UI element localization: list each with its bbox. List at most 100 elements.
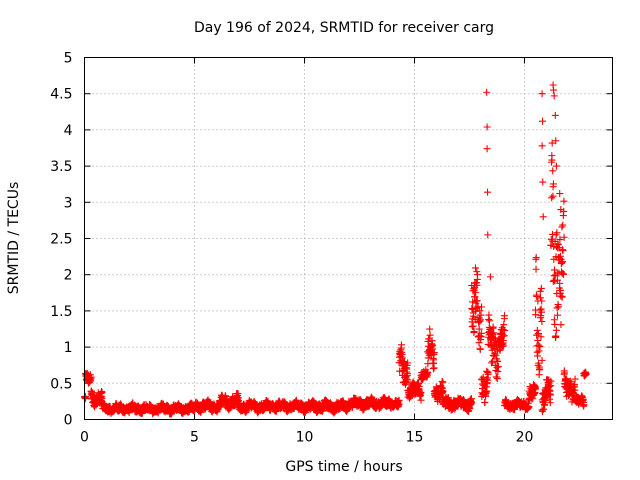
data-point bbox=[395, 396, 403, 404]
data-point bbox=[494, 363, 502, 371]
data-point bbox=[468, 399, 476, 407]
data-point bbox=[571, 386, 579, 394]
data-point bbox=[533, 292, 541, 300]
data-point bbox=[538, 308, 546, 316]
data-point bbox=[501, 312, 508, 320]
data-point bbox=[404, 359, 412, 367]
data-point bbox=[556, 236, 564, 244]
data-point bbox=[551, 111, 559, 119]
x-tick-label: 10 bbox=[296, 430, 314, 446]
data-point bbox=[549, 180, 557, 188]
data-point bbox=[424, 369, 432, 377]
data-point bbox=[540, 405, 548, 413]
data-point bbox=[559, 247, 567, 255]
data-point bbox=[430, 364, 438, 372]
data-point bbox=[98, 388, 106, 396]
data-point bbox=[484, 370, 492, 378]
data-point bbox=[549, 192, 557, 200]
data-point bbox=[539, 117, 547, 125]
data-point bbox=[556, 190, 564, 198]
data-point bbox=[534, 336, 542, 344]
data-point bbox=[551, 320, 559, 328]
data-point bbox=[550, 92, 558, 100]
data-point bbox=[552, 326, 560, 334]
data-point bbox=[483, 88, 491, 96]
data-point bbox=[439, 378, 447, 386]
data-point bbox=[559, 258, 567, 266]
data-point bbox=[534, 352, 542, 360]
data-point bbox=[560, 197, 568, 205]
data-point bbox=[477, 329, 485, 337]
data-point bbox=[537, 284, 545, 292]
data-point bbox=[533, 326, 541, 334]
data-point bbox=[538, 90, 546, 98]
plot-frame bbox=[84, 57, 613, 420]
y-tick-label: 1.5 bbox=[50, 304, 72, 320]
data-point bbox=[550, 272, 558, 280]
data-point bbox=[550, 86, 558, 94]
data-point bbox=[485, 317, 493, 325]
data-point bbox=[425, 335, 433, 343]
data-point bbox=[477, 311, 485, 319]
data-point bbox=[547, 235, 555, 243]
data-point bbox=[553, 304, 561, 312]
x-tick-label: 5 bbox=[190, 430, 199, 446]
data-point bbox=[553, 229, 561, 237]
data-point bbox=[473, 297, 481, 305]
data-point bbox=[556, 252, 564, 260]
data-point bbox=[531, 383, 539, 391]
data-point bbox=[535, 347, 543, 355]
grid-lines bbox=[84, 57, 613, 420]
data-point bbox=[539, 178, 547, 186]
data-point bbox=[500, 321, 508, 329]
data-point bbox=[426, 325, 434, 333]
data-point bbox=[417, 396, 425, 404]
data-point bbox=[469, 298, 477, 306]
data-point bbox=[471, 293, 479, 301]
data-point bbox=[537, 333, 545, 341]
data-point bbox=[472, 288, 480, 296]
data-point bbox=[548, 156, 556, 164]
y-tick-labels: 0 0.5 1 1.5 2 2.5 3 3.5 4 4.5 5 bbox=[50, 51, 72, 429]
data-point bbox=[537, 312, 545, 320]
data-point bbox=[541, 401, 549, 409]
data-point bbox=[532, 265, 540, 273]
data-point bbox=[397, 341, 405, 349]
data-point bbox=[580, 401, 588, 409]
data-point bbox=[567, 379, 575, 387]
data-point bbox=[476, 307, 484, 315]
data-point bbox=[558, 223, 566, 231]
data-point bbox=[439, 387, 447, 395]
data-point bbox=[525, 403, 533, 411]
data-point bbox=[557, 206, 565, 214]
data-point bbox=[560, 233, 568, 241]
data-point bbox=[87, 373, 95, 381]
data-point bbox=[483, 145, 491, 153]
data-point bbox=[548, 139, 556, 147]
data-point bbox=[482, 375, 490, 383]
data-point bbox=[549, 277, 557, 285]
data-point bbox=[560, 270, 568, 278]
data-point bbox=[557, 321, 565, 329]
data-point bbox=[546, 399, 554, 407]
x-tick-label: 20 bbox=[516, 430, 534, 446]
data-point bbox=[538, 318, 546, 326]
data-point bbox=[554, 303, 562, 311]
chart-title: Day 196 of 2024, SRMTID for receiver car… bbox=[194, 20, 494, 36]
data-point bbox=[560, 369, 568, 377]
data-point bbox=[571, 375, 579, 383]
data-point bbox=[484, 188, 492, 196]
data-point bbox=[558, 293, 566, 301]
data-point bbox=[547, 391, 554, 399]
data-point bbox=[417, 389, 425, 397]
data-point bbox=[472, 264, 480, 272]
data-point bbox=[556, 279, 564, 287]
data-point bbox=[558, 259, 566, 267]
data-point bbox=[484, 376, 492, 384]
data-point bbox=[558, 269, 566, 277]
data-point bbox=[490, 329, 498, 337]
y-tick-label: 0 bbox=[64, 413, 73, 429]
y-axis-title: SRMTID / TECUs bbox=[6, 182, 22, 295]
data-point bbox=[536, 343, 544, 351]
